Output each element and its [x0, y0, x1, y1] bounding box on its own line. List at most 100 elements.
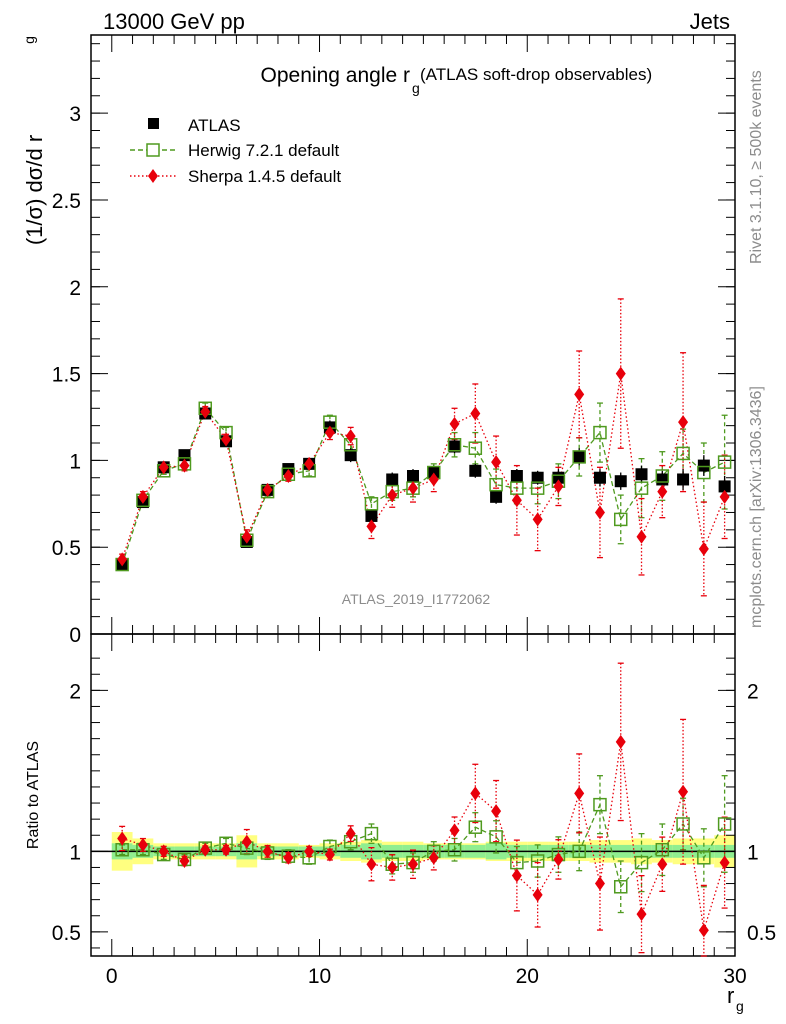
ratio-sherpa-point — [719, 855, 730, 870]
ratio-sherpa-point — [553, 852, 564, 867]
herwig-point — [655, 469, 670, 483]
main-ytick-label: 3 — [69, 103, 81, 126]
ratio-sherpa-point — [221, 842, 232, 857]
legend-sherpa-marker — [148, 169, 158, 183]
sherpa-point — [553, 479, 564, 494]
sherpa-point — [283, 469, 294, 484]
main-ylabel: (1/σ) dσ/d r — [22, 135, 47, 245]
atlas-point — [531, 471, 544, 484]
sherpa-point — [241, 529, 252, 544]
atlas-point — [635, 468, 648, 481]
ratio-sherpa-point — [449, 823, 460, 838]
ratio-sherpa-point — [678, 784, 689, 799]
ratio-sherpa-point — [304, 844, 315, 859]
ratio-herwig-point — [447, 842, 462, 857]
atlas-point — [573, 450, 586, 463]
xtick-label: 10 — [308, 965, 331, 988]
atlas-point — [365, 509, 378, 522]
sherpa-point — [366, 519, 377, 534]
atlas-point — [510, 470, 523, 483]
atlas-point — [614, 475, 627, 488]
atlas-point — [407, 470, 419, 483]
atlas-point — [448, 440, 461, 453]
ratio-sherpa-point — [179, 854, 190, 869]
ratio-sherpa-point — [615, 734, 626, 749]
ratio-herwig-point — [489, 830, 503, 844]
ratio-sherpa-point — [283, 850, 294, 865]
sherpa-point — [428, 472, 439, 487]
herwig-point — [530, 481, 545, 495]
legend-herwig-marker — [146, 143, 160, 157]
legend-sherpa-label: Sherpa 1.4.5 default — [188, 167, 341, 186]
xtick-label: 20 — [516, 965, 539, 988]
atlas-point — [677, 473, 690, 486]
legend-atlas-label: ATLAS — [188, 116, 241, 135]
herwig-point — [593, 425, 607, 440]
herwig-point — [697, 465, 711, 480]
sherpa-point — [449, 416, 460, 431]
ratio-sherpa-point — [574, 786, 585, 801]
sherpa-point — [678, 415, 689, 430]
rivet-label: Rivet 3.1.10, ≥ 500k events — [748, 70, 765, 264]
ratio-herwig-point — [655, 842, 670, 857]
atlas-point — [593, 471, 606, 484]
sherpa-point — [221, 432, 232, 447]
ratio-herwig-point — [613, 880, 628, 894]
ratio-ytick-label-right: 2 — [747, 680, 759, 703]
main-ytick-label: 1 — [69, 450, 81, 473]
legend: ATLAS Herwig 7.2.1 default Sherpa 1.4.5 … — [130, 116, 341, 186]
sherpa-point — [470, 406, 481, 421]
ratio-sherpa-line — [121, 741, 726, 931]
herwig-point — [634, 481, 649, 495]
ratio-sherpa-point — [262, 844, 273, 859]
ratio-sherpa-point — [698, 923, 709, 938]
sherpa-point — [262, 482, 273, 497]
ratio-sherpa-point — [137, 837, 148, 852]
ratio-sherpa-point — [636, 907, 647, 922]
atlas-point — [386, 473, 399, 486]
legend-herwig-label: Herwig 7.2.1 default — [188, 141, 339, 160]
herwig-point — [676, 446, 690, 461]
ratio-sherpa-point — [366, 857, 377, 872]
sherpa-point — [200, 404, 211, 419]
ratio-herwig-point — [634, 855, 649, 870]
sherpa-point — [304, 456, 315, 471]
ratio-sherpa-point — [241, 834, 252, 849]
ratio-herwig-point — [717, 817, 732, 831]
sherpa-point — [491, 455, 502, 470]
ratio-sherpa-point — [532, 887, 543, 902]
analysis-id-watermark: ATLAS_2019_I1772062 — [342, 591, 491, 607]
sherpa-point — [387, 488, 398, 503]
herwig-point — [447, 438, 462, 452]
sherpa-point — [158, 460, 169, 475]
herwig-point — [572, 450, 586, 464]
main-title-suffix: (ATLAS soft-drop observables) — [420, 65, 652, 84]
ratio-herwig-point — [468, 820, 483, 834]
herwig-point — [613, 512, 628, 527]
sherpa-point — [594, 505, 605, 520]
main-title-sub: g — [412, 80, 420, 96]
atlas-point — [490, 490, 503, 503]
sherpa-point — [324, 425, 335, 440]
ratio-sherpa-point — [511, 868, 522, 883]
ratio-herwig-point — [572, 844, 586, 859]
mcplots-label: mcplots.cern.ch [arXiv:1306.3436] — [748, 386, 765, 628]
ratio-panel-frame — [90, 633, 736, 957]
herwig-line — [121, 407, 725, 565]
ratio-sherpa-point — [345, 826, 356, 841]
ratio-ytick-label: 2 — [69, 680, 81, 703]
atlas-point — [697, 459, 710, 472]
ratio-sherpa-point — [594, 876, 605, 891]
sherpa-point — [532, 512, 543, 527]
atlas-point — [718, 480, 731, 493]
ratio-sherpa-point — [491, 804, 502, 819]
sherpa-point — [574, 387, 585, 402]
ratio-sherpa-point — [428, 850, 439, 865]
ratio-ylabel: Ratio to ATLAS — [25, 741, 42, 849]
main-ylabel-sub: g — [21, 36, 37, 44]
sherpa-point — [698, 541, 709, 556]
sherpa-point — [657, 484, 668, 499]
sherpa-point — [408, 481, 418, 496]
ratio-sherpa-point — [158, 844, 169, 859]
